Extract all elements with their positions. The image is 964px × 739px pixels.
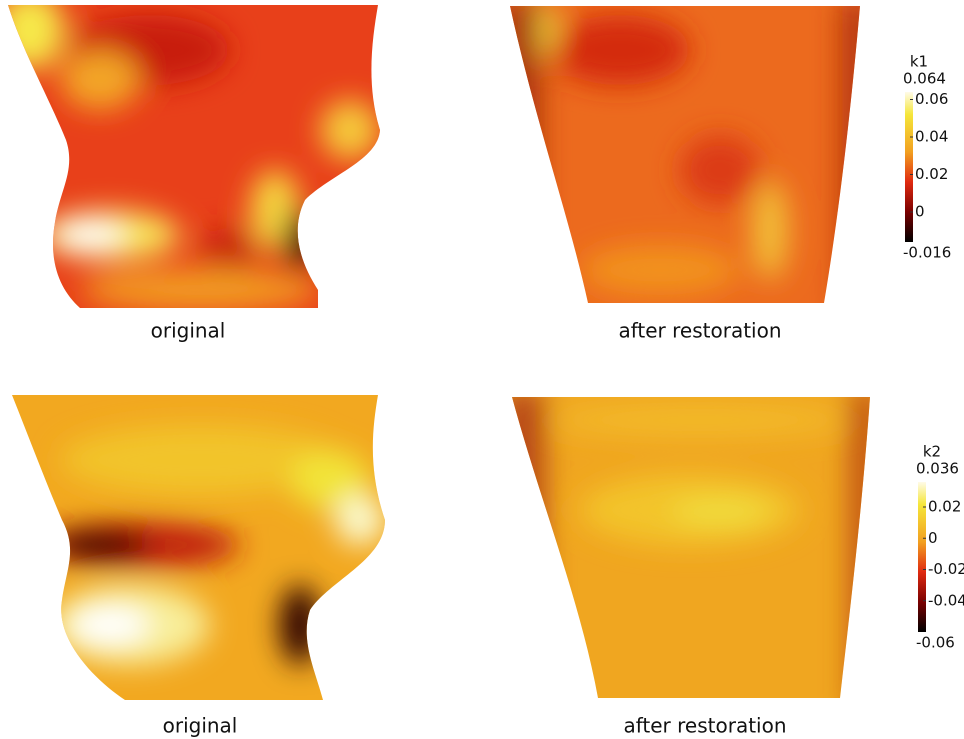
colorbar xyxy=(905,92,913,242)
caption: original xyxy=(151,319,226,343)
colorbar-title: k2 xyxy=(923,443,941,461)
colorbar-min: -0.06 xyxy=(916,634,955,652)
colorbar-title: k1 xyxy=(910,53,928,71)
colorbar-tick-label: -0.02 xyxy=(928,560,964,578)
colorbar-tick-label: 0.02 xyxy=(928,498,961,516)
surface-original-k1 xyxy=(0,0,400,320)
colorbar-tick-label: 0.02 xyxy=(915,165,948,183)
colorbar-max: 0.064 xyxy=(903,70,946,88)
page: original after restoration original afte… xyxy=(0,0,964,739)
colorbar-tick-label: 0 xyxy=(928,529,938,547)
surface-restored-k1 xyxy=(500,0,872,310)
surface-restored-k2 xyxy=(500,390,880,710)
colorbar-min: -0.016 xyxy=(903,244,951,262)
colorbar-tick-label: -0.04 xyxy=(928,591,964,609)
colorbar-max: 0.036 xyxy=(916,460,959,478)
surface-original-k2 xyxy=(0,390,400,710)
caption: after restoration xyxy=(623,714,786,738)
caption: after restoration xyxy=(618,319,781,343)
figure: original after restoration original afte… xyxy=(0,0,964,739)
colorbar-tick-label: 0.06 xyxy=(915,90,948,108)
caption: original xyxy=(163,714,238,738)
colorbar-tick-label: 0.04 xyxy=(915,128,948,146)
colorbar-tick-label: 0 xyxy=(915,203,925,221)
colorbar xyxy=(918,482,926,632)
